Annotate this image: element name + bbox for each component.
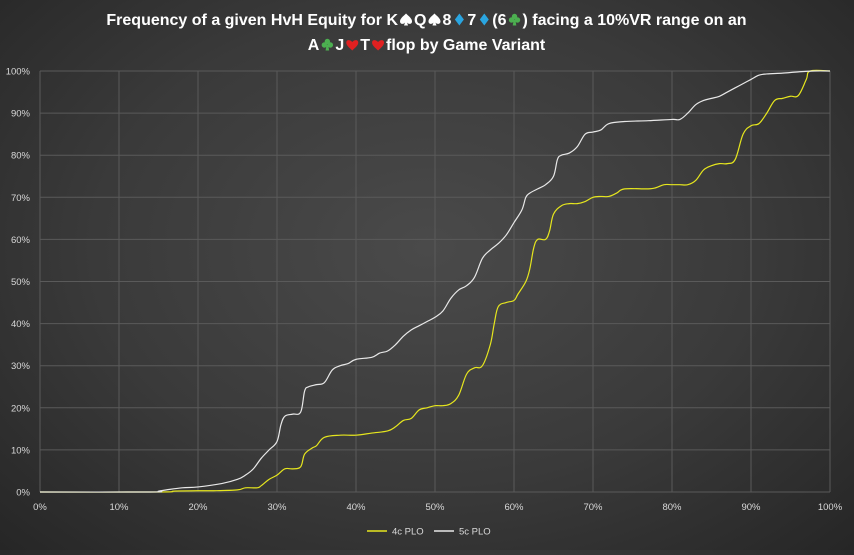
club-stem [325, 44, 330, 51]
x-tick-label: 30% [267, 502, 287, 513]
series-lines [39, 69, 831, 493]
diamond-icon [454, 13, 464, 26]
title-card-rank: A [308, 37, 320, 54]
title-line2-suffix: flop by Game Variant [386, 37, 546, 54]
legend: 4c PLO 5c PLO [367, 527, 491, 538]
title-line1-prefix: Frequency of a given HvH Equity for K [106, 12, 398, 29]
x-tick-label: 20% [188, 502, 208, 513]
heart-icon-shape [346, 40, 359, 51]
x-tick-label: 60% [504, 502, 524, 513]
y-tick-label: 0% [16, 488, 30, 499]
x-tick-label: 40% [346, 502, 366, 513]
club-lobe-top [511, 13, 518, 20]
title-card-rank: T [360, 37, 370, 54]
x-tick-label: 100% [818, 502, 843, 513]
club-lobe-top [324, 38, 331, 45]
grid [39, 70, 831, 493]
series-line-1 [39, 70, 831, 493]
spade-icon [428, 13, 441, 26]
x-tick-label: 10% [109, 502, 129, 513]
club-lobe-right [514, 17, 521, 23]
title-card-rank: 8 [442, 12, 451, 29]
x-tick-label: 50% [425, 502, 445, 513]
heart-icon-shape [372, 40, 385, 51]
y-tick-label: 60% [11, 235, 31, 246]
series-line-0 [39, 69, 831, 493]
y-tick-label: 30% [11, 361, 31, 372]
title-card-rank: 7 [467, 12, 476, 29]
spade-icon-shape [428, 13, 441, 26]
heart-icon [346, 40, 359, 51]
y-tick-label: 80% [11, 151, 31, 162]
axis-labels: 0% 10% 20% 30% 40% 50% 60% 70% 80% 90% 100% 0% 10% 20… [6, 67, 843, 514]
club-lobe-right [327, 42, 334, 48]
heart-icon [372, 40, 385, 51]
club-lobe-left [321, 42, 328, 48]
club-icon [321, 38, 334, 51]
diamond-icon [479, 13, 489, 26]
spade-icon-shape [400, 13, 413, 26]
x-tick-label: 90% [741, 502, 761, 513]
diamond-icon-shape [454, 13, 464, 26]
y-tick-label: 70% [11, 193, 31, 204]
x-tick-label: 80% [662, 502, 682, 513]
y-tick-label: 10% [11, 445, 31, 456]
title-card-rank: Q [414, 12, 426, 29]
club-stem [512, 19, 517, 26]
y-tick-label: 90% [11, 109, 31, 120]
spade-icon [400, 13, 413, 26]
legend-label: 5c PLO [459, 527, 491, 538]
x-tick-label: 0% [33, 502, 47, 513]
x-tick-label: 70% [583, 502, 603, 513]
club-lobe-left [508, 17, 515, 23]
y-tick-label: 40% [11, 319, 31, 330]
title-line1-suffix: ) facing a 10%VR range on an [523, 12, 747, 29]
legend-label: 4c PLO [392, 527, 424, 538]
title-card-rank: J [335, 37, 344, 54]
y-tick-label: 100% [6, 67, 31, 78]
diamond-icon-shape [479, 13, 489, 26]
title-line1-paren: (6 [492, 12, 506, 29]
club-icon [508, 13, 521, 26]
y-tick-label: 20% [11, 403, 31, 414]
y-tick-label: 50% [11, 277, 31, 288]
